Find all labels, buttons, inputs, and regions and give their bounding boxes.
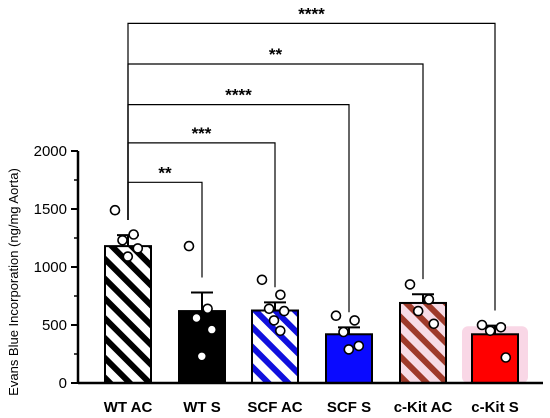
data-point xyxy=(202,303,213,315)
x-tick-label: c-Kit S xyxy=(471,399,519,416)
x-tick-label: SCF AC xyxy=(247,399,302,416)
bar-scf-s xyxy=(325,333,373,384)
data-point xyxy=(343,344,355,355)
y-axis: 0 500 1000 1500 2000 xyxy=(34,143,543,392)
data-point xyxy=(476,319,488,331)
data-point xyxy=(423,294,435,305)
data-point xyxy=(275,289,286,301)
y-tick-label: 2000 xyxy=(34,143,67,160)
data-point xyxy=(349,315,360,326)
data-point xyxy=(191,312,202,324)
x-tick-label: WT S xyxy=(183,399,221,416)
x-tick-label: SCF S xyxy=(327,399,371,416)
data-point xyxy=(183,240,195,252)
data-point xyxy=(338,326,349,338)
significance-label: ** xyxy=(269,45,283,64)
significance-label: **** xyxy=(225,86,252,105)
data-point xyxy=(330,310,342,322)
x-axis-labels: WT AC WT S SCF AC SCF S c-Kit AC c-Kit S xyxy=(104,399,519,416)
data-point xyxy=(117,235,128,246)
data-point xyxy=(495,321,507,333)
significance-label: **** xyxy=(298,4,325,23)
data-point xyxy=(109,204,121,216)
data-point xyxy=(274,325,286,337)
bar-wt-s xyxy=(178,310,226,384)
data-point xyxy=(353,340,365,352)
data-point xyxy=(268,315,280,326)
data-point xyxy=(256,274,268,286)
data-point xyxy=(278,305,290,317)
data-point xyxy=(500,352,512,363)
points-layer xyxy=(109,204,512,363)
bar-wt-ac xyxy=(104,245,152,384)
data-point xyxy=(206,324,218,335)
y-tick-label: 1500 xyxy=(34,201,67,218)
y-tick-label: 500 xyxy=(42,317,67,334)
significance-bracket xyxy=(127,104,350,313)
data-point xyxy=(412,305,424,317)
data-point xyxy=(484,325,496,337)
data-point xyxy=(404,279,416,290)
data-point xyxy=(128,229,139,240)
bars-layer xyxy=(104,245,519,384)
significance-brackets: *************** xyxy=(127,4,496,313)
data-point xyxy=(132,243,144,254)
y-tick-label: 1000 xyxy=(34,259,67,276)
data-point xyxy=(122,251,134,262)
x-tick-label: WT AC xyxy=(104,399,153,416)
x-tick-label: c-Kit AC xyxy=(394,399,453,416)
significance-label: ** xyxy=(158,163,172,182)
significance-bracket xyxy=(127,22,496,311)
error-bars-layer xyxy=(117,234,506,335)
bar-c-kit-s xyxy=(471,333,519,384)
y-axis-title: Evans Blue Incorporation (ng/mg Aorta) xyxy=(6,168,21,396)
data-point xyxy=(196,350,208,362)
data-point xyxy=(428,318,440,330)
y-tick-label: 0 xyxy=(59,375,67,392)
bar-c-kit-ac xyxy=(399,301,447,384)
data-point xyxy=(263,303,275,315)
significance-label: *** xyxy=(192,124,212,143)
